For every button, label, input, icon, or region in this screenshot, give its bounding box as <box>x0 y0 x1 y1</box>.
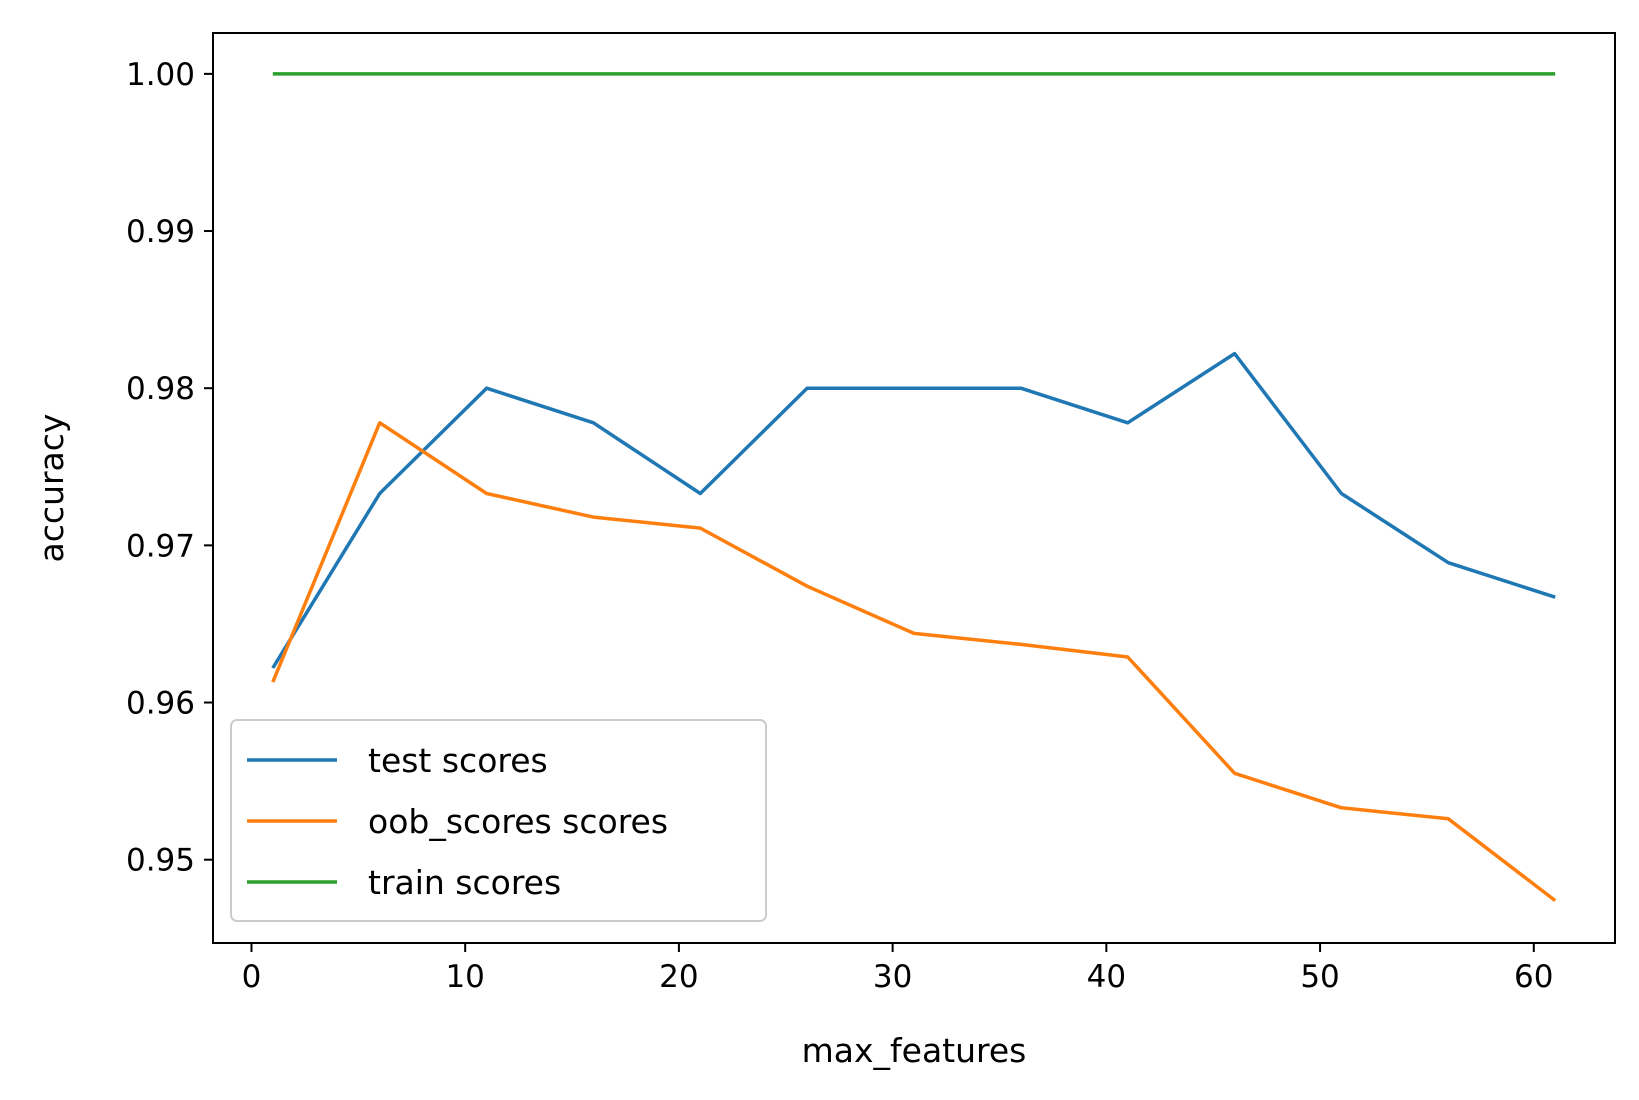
legend-label: train scores <box>368 863 561 902</box>
y-tick-label: 0.96 <box>126 686 195 722</box>
legend-label: test scores <box>368 741 548 780</box>
y-axis-ticks: 0.95 0.96 0.97 0.98 0.99 1.00 <box>126 57 213 879</box>
series-lines <box>271 72 1557 902</box>
legend: test scores oob_scores scores train scores <box>230 719 767 922</box>
legend-label: oob_scores scores <box>368 802 668 841</box>
x-axis-ticks: 0 10 20 30 40 50 60 <box>242 943 1554 995</box>
y-tick-label: 1.00 <box>126 57 195 93</box>
series-line-2 <box>271 421 1557 902</box>
x-tick-label: 20 <box>659 959 698 995</box>
x-tick-label: 40 <box>1087 959 1126 995</box>
x-axis-label: max_features <box>802 1031 1027 1070</box>
x-tick-label: 60 <box>1514 959 1553 995</box>
x-tick-label: 50 <box>1300 959 1339 995</box>
y-axis-label: accuracy <box>32 414 71 563</box>
y-tick-label: 0.99 <box>126 214 195 250</box>
x-tick-label: 10 <box>445 959 484 995</box>
y-tick-label: 0.95 <box>126 843 195 879</box>
y-tick-label: 0.98 <box>126 371 195 407</box>
y-tick-label: 0.97 <box>126 528 195 564</box>
legend-box <box>230 719 767 922</box>
x-tick-label: 0 <box>242 959 262 995</box>
plot-frame <box>212 32 1616 944</box>
series-line-1 <box>271 351 1556 669</box>
x-tick-label: 30 <box>873 959 912 995</box>
